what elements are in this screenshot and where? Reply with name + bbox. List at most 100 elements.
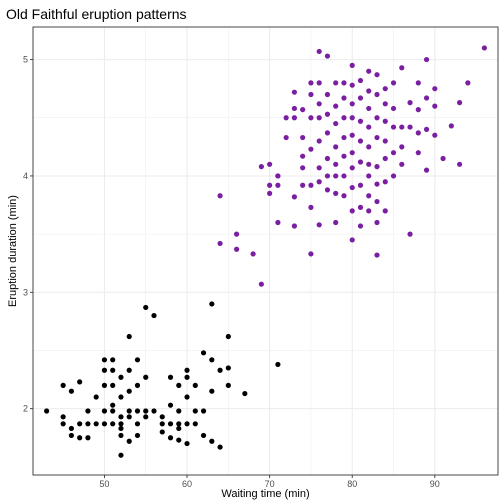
data-point (275, 219, 281, 226)
y-axis-label: Eruption duration (min) (7, 195, 19, 307)
data-point (415, 150, 421, 156)
data-point (209, 438, 215, 444)
data-point (374, 134, 380, 141)
data-point (432, 132, 438, 138)
data-point (448, 123, 454, 129)
data-point (68, 425, 75, 432)
data-point (399, 124, 405, 130)
data-point (349, 82, 355, 88)
data-point (308, 80, 314, 86)
data-point (176, 382, 182, 388)
data-point (118, 425, 124, 432)
data-point (118, 432, 124, 439)
data-point (316, 48, 322, 55)
data-point (399, 144, 405, 150)
data-point (209, 388, 215, 394)
data-point (324, 111, 331, 117)
data-point (300, 134, 306, 141)
data-point (267, 161, 273, 167)
data-point (316, 138, 322, 144)
data-point (423, 167, 430, 173)
data-point (407, 100, 413, 106)
data-point (399, 161, 405, 167)
data-point (159, 421, 165, 427)
data-point (374, 252, 380, 258)
data-point (366, 124, 372, 130)
data-point (143, 414, 149, 420)
data-point (110, 402, 116, 408)
data-point (134, 382, 141, 388)
data-point (93, 421, 99, 427)
data-point (341, 173, 347, 179)
data-point (134, 357, 141, 363)
data-point (143, 374, 149, 380)
data-point (225, 382, 231, 388)
data-point (366, 105, 372, 112)
data-point (110, 367, 116, 373)
data-point (200, 350, 207, 356)
data-point (390, 124, 397, 130)
data-point (333, 80, 339, 86)
data-point (110, 382, 116, 388)
data-point (316, 101, 322, 107)
chart-title: Old Faithful eruption patterns (6, 6, 187, 22)
data-point (349, 165, 355, 171)
data-point (44, 408, 50, 414)
data-point (250, 251, 256, 257)
axis-ticks: 50 60 70 80 90 2 3 4 5 (23, 55, 440, 489)
data-point (308, 146, 314, 152)
data-point (390, 150, 397, 156)
data-point (366, 193, 372, 199)
data-point (349, 184, 355, 191)
data-point (291, 115, 298, 121)
data-point (407, 231, 413, 237)
data-point (126, 367, 132, 373)
data-point (465, 80, 471, 86)
data-point (184, 367, 190, 373)
data-point (184, 421, 190, 427)
data-point (126, 333, 132, 340)
data-point (382, 155, 388, 162)
data-point (110, 408, 116, 414)
data-point (382, 208, 388, 214)
data-point (93, 394, 99, 400)
data-point (333, 120, 339, 127)
data-point (374, 115, 380, 121)
data-point (357, 223, 364, 229)
data-point (333, 103, 339, 109)
data-point (341, 134, 347, 141)
data-point (126, 414, 132, 420)
data-point (324, 187, 331, 193)
data-point (217, 367, 223, 373)
data-point (118, 414, 124, 420)
data-point (167, 421, 174, 427)
data-point (300, 153, 306, 159)
data-point (456, 161, 463, 167)
data-point (432, 86, 438, 92)
data-point (349, 101, 355, 107)
data-point (275, 173, 281, 179)
data-point (324, 173, 331, 179)
data-point (374, 91, 380, 98)
data-point (101, 408, 108, 414)
data-point (316, 222, 322, 228)
data-point (481, 45, 487, 51)
data-point (374, 72, 380, 78)
data-point (349, 132, 355, 138)
data-point (357, 182, 364, 188)
data-point (110, 421, 116, 427)
data-point (423, 95, 430, 101)
data-point (283, 134, 289, 141)
data-point (242, 390, 248, 397)
data-point (184, 374, 190, 380)
data-point (341, 80, 347, 86)
data-point (85, 435, 91, 441)
data-point (143, 304, 149, 311)
data-point (184, 440, 190, 447)
data-point (176, 421, 182, 427)
data-point (390, 173, 397, 179)
data-point (217, 193, 223, 199)
data-point (143, 408, 149, 414)
data-point (357, 118, 364, 124)
